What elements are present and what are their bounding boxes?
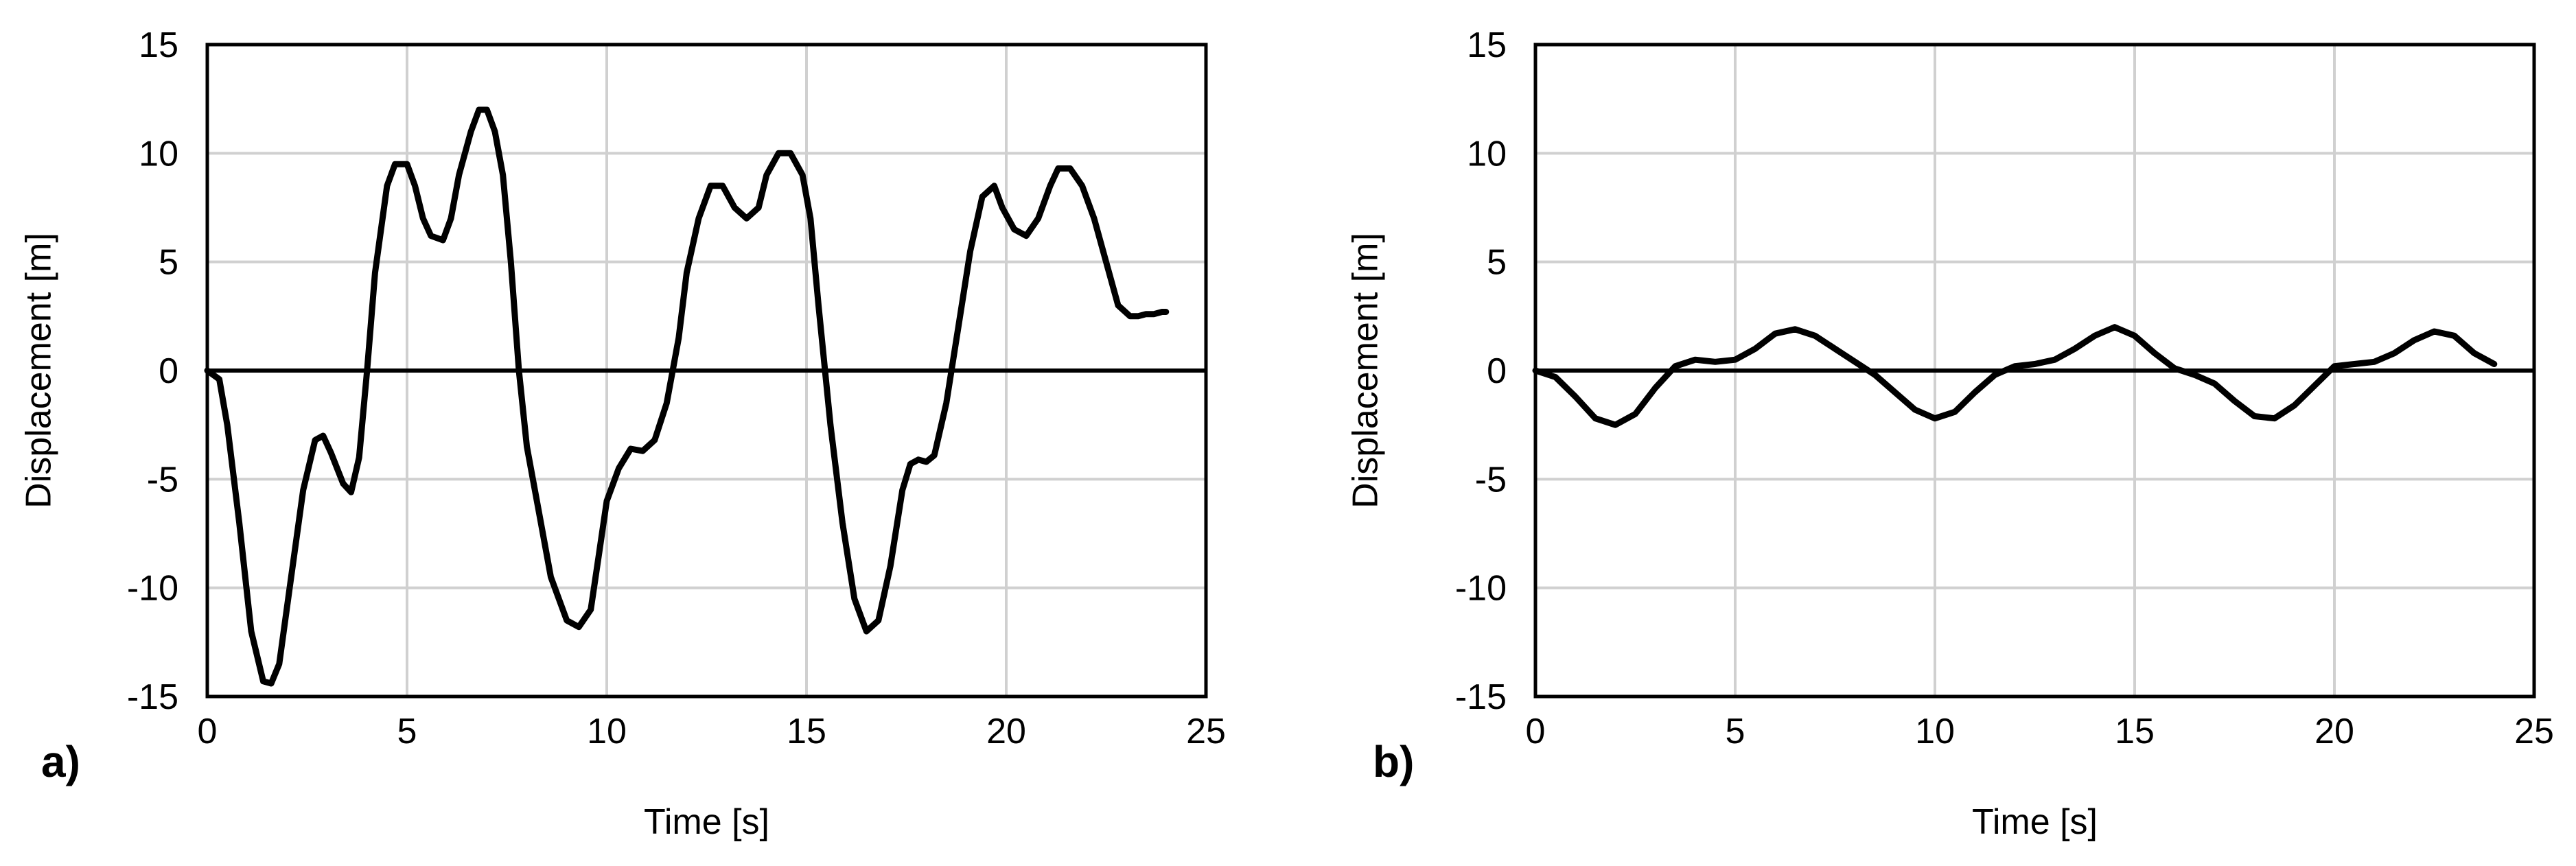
- x-axis-title: Time [s]: [1972, 802, 2098, 842]
- y-tick-label: -15: [127, 677, 178, 717]
- x-tick-label: 0: [1526, 712, 1546, 751]
- y-tick-label: -10: [1455, 569, 1507, 609]
- y-axis-title: Displacement [m]: [1346, 233, 1386, 508]
- x-tick-label: 20: [2314, 712, 2354, 751]
- series-line: [1532, 324, 2498, 428]
- y-tick-label: -10: [127, 569, 178, 609]
- x-tick-label: 25: [1186, 712, 1226, 751]
- x-tick-label: 0: [198, 712, 218, 751]
- x-tick-label: 5: [1726, 712, 1745, 751]
- y-tick-label: -5: [147, 460, 178, 500]
- series-line: [204, 106, 1170, 687]
- chart-b: 0 5 10 15 20 25 -15 -10 -5 0 5 10 15 Time [s] Displace…: [1346, 25, 2554, 842]
- y-tick-label: 5: [159, 243, 178, 283]
- y-tick-label: 5: [1487, 243, 1507, 283]
- x-axis-title: Time [s]: [644, 802, 769, 842]
- x-tick-label: 25: [2514, 712, 2554, 751]
- chart-a: 0 5 10 15 20 25 -15 -10 -5 0 5 10 15 Time [s] Displace…: [19, 25, 1226, 842]
- y-tick-label: 10: [1467, 134, 1507, 174]
- y-axis-title: Displacement [m]: [19, 233, 59, 508]
- x-tick-label: 10: [1915, 712, 1955, 751]
- x-tick-label: 10: [587, 712, 627, 751]
- panel-label: b): [1373, 737, 1414, 786]
- y-tick-label: 15: [139, 25, 178, 65]
- x-tick-label: 15: [787, 712, 826, 751]
- y-tick-label: 0: [159, 351, 178, 391]
- y-tick-label: -5: [1475, 460, 1507, 500]
- x-tick-label: 15: [2115, 712, 2155, 751]
- y-tick-label: 0: [1487, 351, 1507, 391]
- x-tick-label: 5: [397, 712, 417, 751]
- y-tick-label: -15: [1455, 677, 1507, 717]
- y-tick-label: 10: [139, 134, 178, 174]
- y-tick-label: 15: [1467, 25, 1507, 65]
- panel-label: a): [41, 737, 80, 786]
- x-tick-label: 20: [986, 712, 1026, 751]
